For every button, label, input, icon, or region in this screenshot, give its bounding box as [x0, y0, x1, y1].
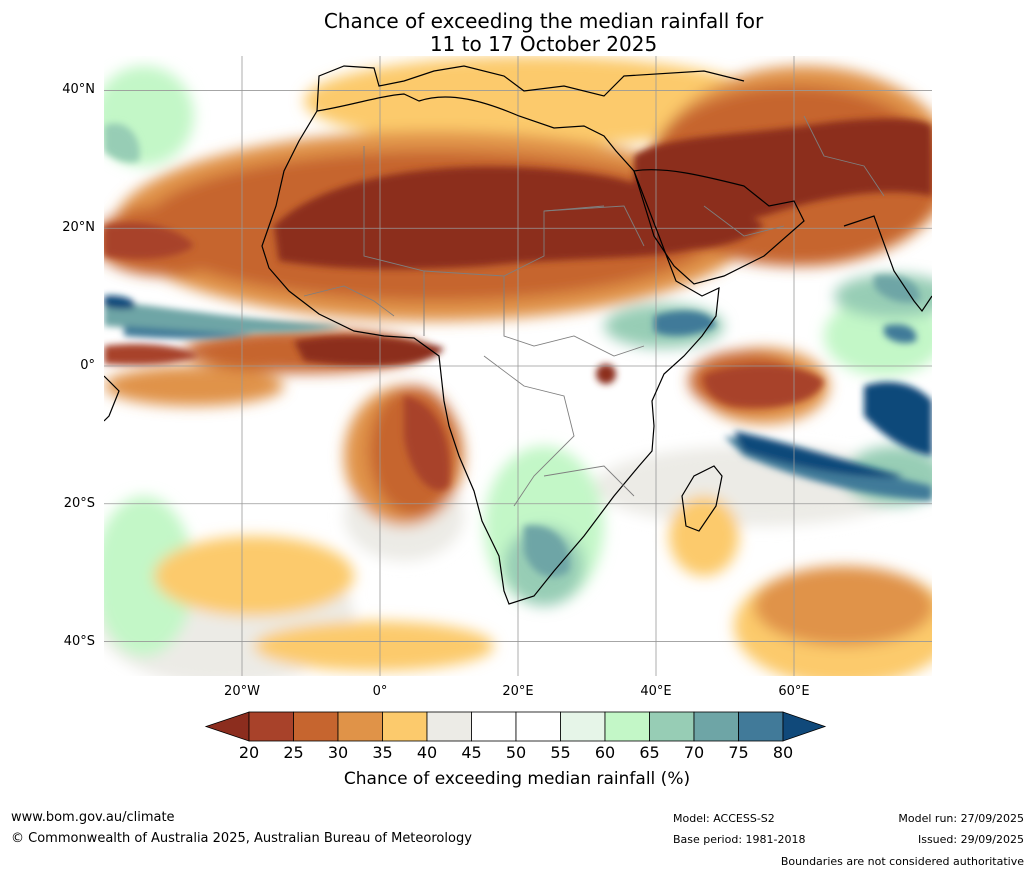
longitude-label: 20°E: [502, 684, 534, 699]
rainfall-map: [104, 56, 932, 676]
colorbar-under-arrow: [204, 711, 250, 742]
latitude-label: 20°N: [62, 220, 95, 236]
model-run-date: Model run: 27/09/2025: [898, 812, 1024, 825]
model-name: Model: ACCESS-S2: [673, 812, 775, 825]
longitude-label: 40°E: [640, 684, 672, 699]
longitude-label: 0°: [372, 684, 388, 699]
colorbar-label: Chance of exceeding median rainfall (%): [343, 769, 691, 789]
boundaries-disclaimer: Boundaries are not considered authoritat…: [780, 855, 1024, 868]
colorbar-tick-label: 25: [283, 743, 304, 762]
colorbar-segment: [649, 711, 695, 742]
colorbar-tick-label: 55: [550, 743, 571, 762]
colorbar-tick-label: 50: [505, 743, 527, 762]
latitude-label: 40°S: [63, 633, 95, 649]
colorbar: [204, 711, 827, 742]
colorbar-segment: [604, 711, 650, 742]
colorbar-segment: [382, 711, 428, 742]
coastlines: [104, 65, 932, 605]
copyright-text: © Commonwealth of Australia 2025, Austra…: [11, 831, 472, 846]
colorbar-tick-label: 30: [327, 743, 349, 762]
colorbar-tick-label: 80: [772, 743, 794, 762]
colorbar-tick-label: 65: [639, 743, 660, 762]
colorbar-segment: [337, 711, 383, 742]
colorbar-tick-label: 70: [683, 743, 705, 762]
latitude-label: 0°: [80, 358, 95, 373]
colorbar-segment: [248, 711, 294, 742]
colorbar-segment: [560, 711, 606, 742]
base-period: Base period: 1981-2018: [673, 833, 806, 846]
colorbar-tick-label: 20: [238, 743, 260, 762]
colorbar-segment: [738, 711, 784, 742]
longitude-label: 60°E: [778, 684, 810, 699]
colorbar-over-arrow: [782, 711, 827, 742]
colorbar-tick-label: 40: [416, 743, 438, 762]
latitude-label: 20°S: [63, 495, 95, 511]
map-panel: [104, 56, 932, 676]
colorbar-tick-label: 75: [728, 743, 749, 762]
colorbar-segment: [426, 711, 472, 742]
website-link[interactable]: www.bom.gov.au/climate: [11, 810, 175, 825]
colorbar-segment: [693, 711, 739, 742]
gridlines: [104, 56, 932, 676]
colorbar-segment: [515, 711, 561, 742]
latitude-label: 40°N: [62, 82, 95, 98]
colorbar-segment: [293, 711, 339, 742]
country-borders: [303, 115, 885, 507]
map-title: Chance of exceeding the median rainfall …: [0, 10, 1035, 56]
longitude-label: 20°W: [224, 684, 260, 699]
title-line-2: 11 to 17 October 2025: [429, 32, 658, 56]
issued-date: Issued: 29/09/2025: [917, 833, 1024, 846]
title-line-1: Chance of exceeding the median rainfall …: [323, 9, 764, 33]
colorbar-segment: [471, 711, 517, 742]
colorbar-tick-label: 60: [594, 743, 616, 762]
colorbar-tick-label: 45: [461, 743, 482, 762]
probability-field: [104, 56, 932, 676]
colorbar-tick-label: 35: [372, 743, 393, 762]
